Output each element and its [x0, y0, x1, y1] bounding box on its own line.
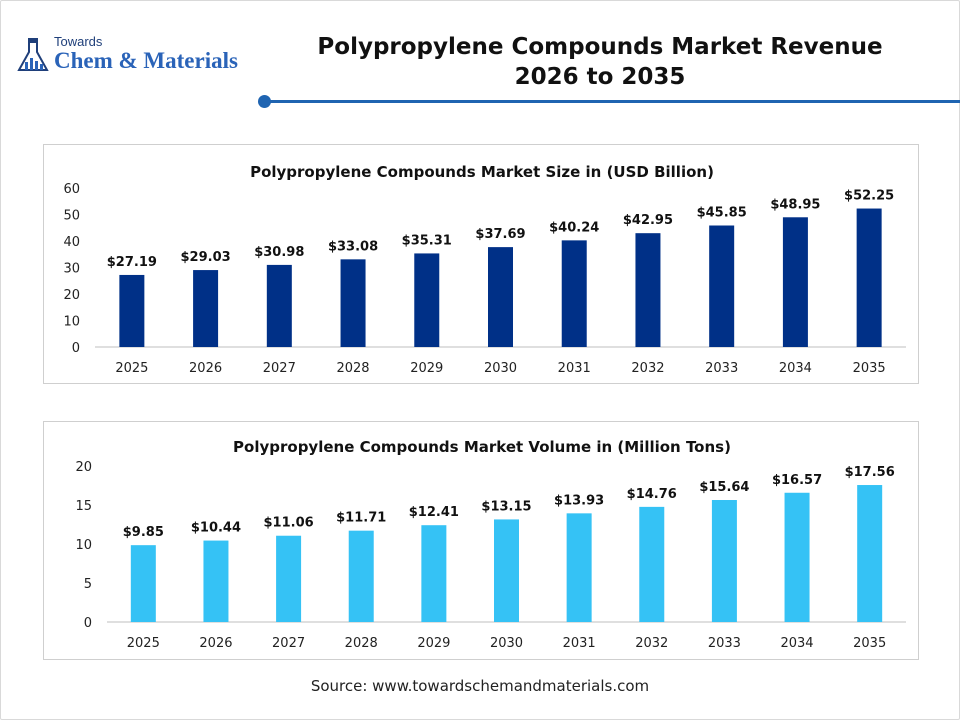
bar [566, 513, 592, 622]
data-label: $37.69 [475, 227, 525, 242]
bar [421, 525, 447, 622]
bar [130, 545, 156, 622]
bar [193, 270, 219, 347]
y-tick-label: 0 [84, 616, 92, 631]
y-tick-label: 40 [63, 235, 80, 250]
bar [709, 225, 735, 347]
brand-logo: Towards Chem & Materials [14, 34, 264, 78]
x-tick-label: 2030 [490, 636, 523, 651]
header-rule [265, 100, 960, 103]
x-tick-label: 2033 [705, 361, 738, 376]
x-tick-label: 2026 [189, 361, 222, 376]
y-tick-label: 15 [75, 499, 92, 514]
y-tick-label: 20 [63, 288, 80, 303]
x-tick-label: 2026 [199, 636, 232, 651]
y-tick-label: 20 [75, 460, 92, 475]
data-label: $16.57 [772, 473, 822, 488]
bar [635, 233, 661, 347]
market-size-chart-panel: Polypropylene Compounds Market Size in (… [43, 144, 919, 384]
x-tick-label: 2027 [263, 361, 296, 376]
title-line-1: Polypropylene Compounds Market Revenue [317, 34, 883, 60]
x-tick-label: 2025 [127, 636, 160, 651]
data-label: $52.25 [844, 189, 894, 204]
bar [782, 217, 808, 347]
bar [414, 253, 440, 347]
source-note: Source: www.towardschemandmaterials.com [310, 677, 650, 695]
data-label: $17.56 [845, 465, 895, 480]
data-label: $42.95 [623, 213, 673, 228]
data-label: $33.08 [328, 239, 378, 254]
market-volume-chart: Polypropylene Compounds Market Volume in… [75, 438, 906, 651]
page-title: Polypropylene Compounds Market Revenue 2… [300, 32, 900, 92]
bar [203, 540, 229, 622]
data-label: $11.71 [336, 511, 386, 526]
data-label: $9.85 [123, 525, 164, 540]
x-tick-label: 2035 [853, 361, 886, 376]
x-tick-label: 2034 [779, 361, 812, 376]
y-tick-label: 60 [63, 182, 80, 197]
flask-icon [17, 38, 49, 71]
bar [639, 506, 665, 622]
market-volume-chart-panel: Polypropylene Compounds Market Volume in… [43, 421, 919, 660]
bar [856, 208, 882, 347]
data-label: $35.31 [402, 233, 452, 248]
x-tick-label: 2032 [635, 636, 668, 651]
bar [784, 492, 810, 622]
data-label: $48.95 [770, 197, 820, 212]
data-label: $13.93 [554, 493, 604, 508]
y-tick-label: 5 [84, 577, 92, 592]
data-label: $30.98 [254, 245, 304, 260]
x-tick-label: 2025 [115, 361, 148, 376]
data-label: $15.64 [699, 480, 749, 495]
logo-main-text: Chem & Materials [54, 48, 238, 73]
chart-title: Polypropylene Compounds Market Size in (… [250, 163, 714, 181]
data-label: $13.15 [481, 499, 531, 514]
y-tick-label: 50 [63, 209, 80, 224]
x-tick-label: 2031 [558, 361, 591, 376]
x-tick-label: 2032 [631, 361, 664, 376]
bar [266, 264, 292, 347]
y-tick-label: 10 [75, 538, 92, 553]
y-tick-label: 0 [72, 341, 80, 356]
data-label: $14.76 [627, 487, 677, 502]
x-tick-label: 2028 [345, 636, 378, 651]
bar [348, 530, 374, 622]
x-tick-label: 2029 [417, 636, 450, 651]
x-tick-label: 2031 [563, 636, 596, 651]
x-tick-label: 2035 [853, 636, 886, 651]
chart-title: Polypropylene Compounds Market Volume in… [233, 438, 731, 456]
x-tick-label: 2030 [484, 361, 517, 376]
bar [119, 274, 145, 347]
bar [340, 259, 366, 347]
data-label: $10.44 [191, 521, 241, 536]
x-tick-label: 2029 [410, 361, 443, 376]
y-tick-label: 10 [63, 315, 80, 330]
data-label: $45.85 [697, 205, 747, 220]
x-tick-label: 2033 [708, 636, 741, 651]
bar [561, 240, 587, 347]
bar [857, 485, 883, 622]
y-tick-label: 30 [63, 262, 80, 277]
bar [711, 500, 737, 622]
data-label: $29.03 [181, 250, 231, 265]
x-tick-label: 2027 [272, 636, 305, 651]
data-label: $27.19 [107, 255, 157, 270]
bar [488, 247, 513, 347]
data-label: $11.06 [264, 516, 314, 531]
x-tick-label: 2028 [336, 361, 369, 376]
bar [276, 535, 302, 622]
logo-top-text: Towards [54, 34, 103, 49]
market-size-chart: Polypropylene Compounds Market Size in (… [63, 163, 906, 376]
data-label: $12.41 [409, 505, 459, 520]
header-rule-dot [258, 95, 271, 108]
title-line-2: 2026 to 2035 [514, 64, 686, 90]
bar [494, 519, 519, 622]
data-label: $40.24 [549, 220, 599, 235]
x-tick-label: 2034 [780, 636, 813, 651]
